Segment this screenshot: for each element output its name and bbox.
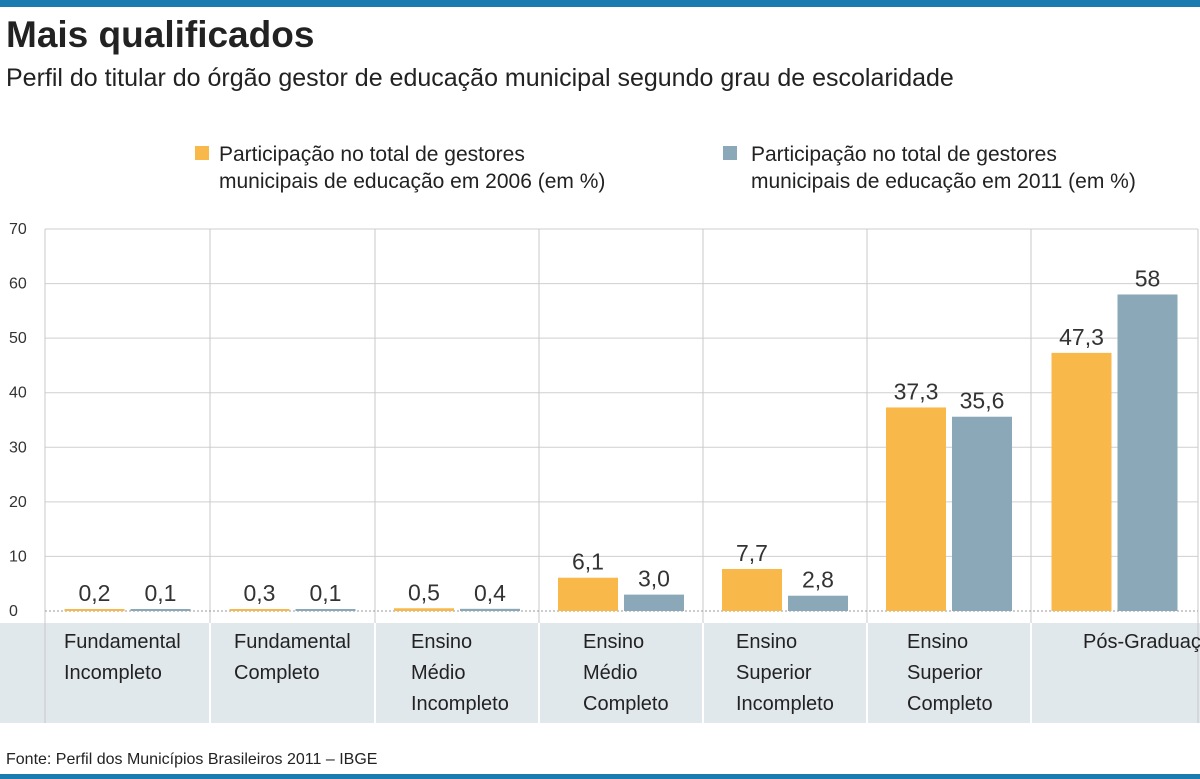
value-label-2011-0: 0,1 bbox=[145, 580, 177, 606]
bar-2006-0 bbox=[64, 609, 125, 611]
category-label-5-line-1: Superior bbox=[907, 662, 983, 684]
value-label-2006-1: 0,3 bbox=[244, 580, 276, 606]
value-label-2006-5: 37,3 bbox=[894, 378, 939, 404]
legend-2006-line2: municipais de educação em 2006 (em %) bbox=[219, 170, 606, 193]
category-label-3-line-0: Ensino bbox=[583, 631, 644, 653]
value-label-2006-6: 47,3 bbox=[1059, 324, 1104, 350]
legend-2011-line2: municipais de educação em 2011 (em %) bbox=[751, 170, 1136, 193]
value-label-2011-1: 0,1 bbox=[310, 580, 342, 606]
bar-2011-3 bbox=[624, 594, 684, 611]
top-accent-rule bbox=[0, 0, 1200, 7]
bar-2011-2 bbox=[460, 608, 520, 611]
bar-2011-1 bbox=[295, 609, 356, 611]
bar-2006-5 bbox=[886, 407, 946, 611]
legend-swatch-2011 bbox=[723, 146, 737, 160]
y-tick-label-60: 60 bbox=[9, 276, 27, 293]
bar-2006-4 bbox=[722, 568, 782, 611]
bar-2011-4 bbox=[788, 595, 848, 611]
legend-item-2011: Participação no total de gestores munici… bbox=[751, 141, 1136, 195]
y-tick-label-0: 0 bbox=[9, 603, 18, 620]
chart-subtitle: Perfil do titular do órgão gestor de edu… bbox=[6, 64, 954, 92]
category-label-0-line-1: Incompleto bbox=[64, 662, 162, 684]
category-label-2-line-2: Incompleto bbox=[411, 693, 509, 715]
category-label-3-line-2: Completo bbox=[583, 693, 669, 715]
category-label-4-line-0: Ensino bbox=[736, 631, 797, 653]
legend-item-2006: Participação no total de gestores munici… bbox=[219, 141, 605, 195]
value-label-2006-2: 0,5 bbox=[408, 579, 440, 605]
value-label-2011-2: 0,4 bbox=[474, 580, 506, 606]
category-band bbox=[0, 623, 1200, 723]
category-label-3-line-1: Médio bbox=[583, 662, 637, 684]
category-label-6-line-0: Pós-Graduação bbox=[1083, 631, 1200, 653]
category-label-5-line-0: Ensino bbox=[907, 631, 968, 653]
value-label-2006-3: 6,1 bbox=[572, 549, 604, 575]
y-tick-label-40: 40 bbox=[9, 385, 27, 402]
source-footer: Fonte: Perfil dos Municípios Brasileiros… bbox=[6, 751, 378, 768]
bar-2006-3 bbox=[558, 577, 618, 611]
category-label-0-line-0: Fundamental bbox=[64, 631, 181, 653]
value-label-2011-4: 2,8 bbox=[802, 567, 834, 593]
y-tick-label-20: 20 bbox=[9, 494, 27, 511]
category-label-2-line-1: Médio bbox=[411, 662, 465, 684]
category-label-1-line-1: Completo bbox=[234, 662, 320, 684]
bar-2006-6 bbox=[1051, 352, 1112, 611]
y-tick-label-10: 10 bbox=[9, 548, 27, 565]
value-label-2006-0: 0,2 bbox=[79, 580, 111, 606]
value-label-2011-6: 58 bbox=[1135, 265, 1161, 291]
bar-2011-5 bbox=[952, 416, 1012, 611]
legend-2011-line1: Participação no total de gestores bbox=[751, 143, 1057, 166]
bar-2006-2 bbox=[394, 608, 454, 611]
chart-title: Mais qualificados bbox=[6, 14, 315, 55]
category-label-4-line-2: Incompleto bbox=[736, 693, 834, 715]
y-tick-label-70: 70 bbox=[9, 221, 27, 238]
legend-swatch-2006 bbox=[195, 146, 209, 160]
value-label-2006-4: 7,7 bbox=[736, 540, 768, 566]
legend-2006-line1: Participação no total de gestores bbox=[219, 143, 525, 166]
category-label-1-line-0: Fundamental bbox=[234, 631, 351, 653]
category-label-4-line-1: Superior bbox=[736, 662, 812, 684]
y-tick-label-30: 30 bbox=[9, 439, 27, 456]
y-tick-label-50: 50 bbox=[9, 330, 27, 347]
bar-2011-0 bbox=[130, 609, 191, 611]
bar-2006-1 bbox=[229, 609, 290, 611]
value-label-2011-5: 35,6 bbox=[960, 388, 1005, 414]
bar-2011-6 bbox=[1117, 294, 1178, 611]
category-label-5-line-2: Completo bbox=[907, 693, 993, 715]
category-label-2-line-0: Ensino bbox=[411, 631, 472, 653]
bottom-accent-rule bbox=[0, 774, 1200, 779]
value-label-2011-3: 3,0 bbox=[638, 566, 670, 592]
